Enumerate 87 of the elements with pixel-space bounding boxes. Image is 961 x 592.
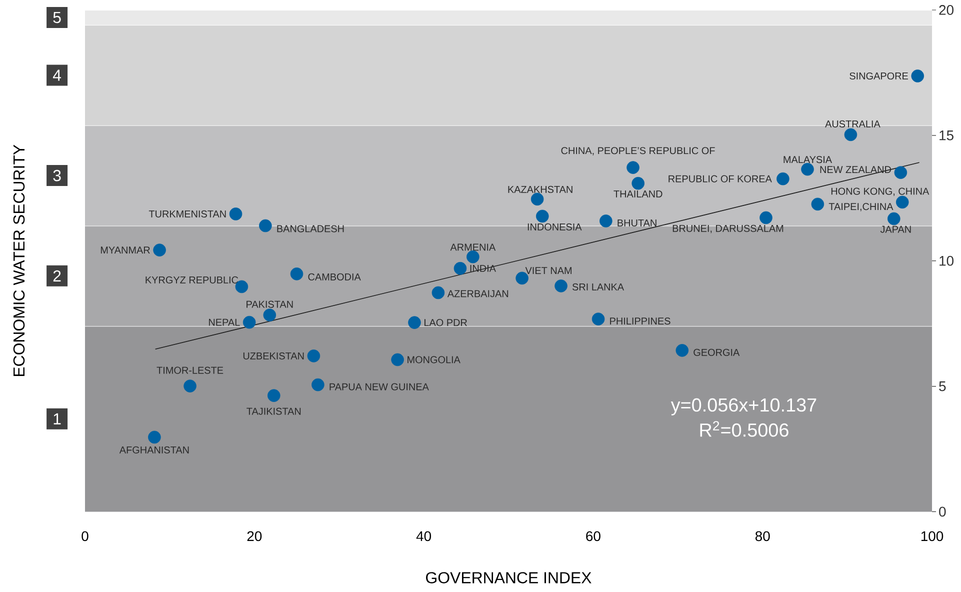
y-tick-label: 20	[939, 5, 954, 15]
point	[554, 280, 568, 292]
annotation: NEPAL	[209, 318, 240, 326]
annotation: R$^{2}$=0.5006	[700, 421, 788, 437]
point	[229, 208, 242, 220]
point	[290, 267, 304, 280]
point	[242, 316, 256, 329]
point	[454, 262, 467, 275]
y-tick-label: 15	[940, 130, 954, 140]
annotation: KYRGYZ REPUBLIC	[146, 276, 238, 284]
band-label: 2	[53, 270, 61, 282]
annotation: MALAYSIA	[784, 156, 832, 164]
x-tick-label: 60	[586, 531, 600, 542]
annotation: CAMBODIA	[308, 273, 361, 280]
annotation: HONG KONG, CHINA	[831, 188, 930, 196]
annotation: MYANMAR	[100, 246, 150, 254]
annotation: PAPUA NEW GUINEA	[330, 383, 429, 390]
annotation: LAO PDR	[424, 319, 467, 326]
x-tick-label: 100	[921, 531, 944, 542]
point	[391, 353, 404, 366]
point	[626, 161, 640, 174]
annotation: UZBEKISTAN	[243, 352, 304, 360]
point	[432, 286, 445, 300]
point	[911, 70, 924, 82]
point	[632, 176, 644, 190]
band-label: 3	[53, 170, 61, 182]
annotation: SRI LANKA	[572, 283, 624, 290]
point	[466, 250, 480, 264]
annotation: PHILIPPINES	[610, 318, 670, 325]
annotation: REPUBLIC OF KOREA	[668, 175, 772, 182]
annotation: AUSTRALIA	[825, 120, 880, 128]
annotation: VIET NAM	[525, 267, 572, 274]
y-axis-title: ECONOMIC WATER SECURITY	[13, 144, 25, 376]
annotation: ARMENIA	[450, 244, 496, 251]
annotation: CHINA, PEOPLE’S REPUBLIC OF	[561, 147, 715, 156]
x-tick-label: 20	[247, 531, 262, 542]
band-label: 5	[53, 12, 61, 24]
annotation: BHUTAN	[618, 219, 656, 226]
annotation: BANGLADESH	[277, 225, 344, 232]
point	[760, 211, 772, 224]
annotation: AFGHANISTAN	[119, 446, 189, 454]
x-axis-title: GOVERNANCE INDEX	[426, 572, 592, 584]
point	[600, 214, 612, 228]
annotation: BRUNEI, DARUSSALAM	[672, 224, 784, 234]
point	[530, 192, 544, 206]
annotation: TAJIKISTAN	[246, 408, 301, 415]
y-tick-label: 10	[940, 256, 954, 266]
point	[267, 389, 280, 402]
annotation: y=0.056x+10.137	[670, 398, 816, 416]
point	[259, 219, 272, 232]
annotation: MONGOLIA	[408, 356, 460, 364]
point	[184, 380, 196, 392]
point	[408, 316, 421, 329]
point	[676, 344, 689, 357]
point	[307, 350, 320, 362]
annotation: PAKISTAN	[246, 300, 293, 308]
point	[894, 166, 908, 179]
x-tick-label: 80	[755, 531, 770, 542]
point	[844, 128, 858, 142]
point	[887, 212, 900, 226]
point	[263, 308, 276, 322]
point	[153, 244, 166, 256]
point	[148, 430, 161, 444]
annotation: TIMOR-LESTE	[156, 366, 224, 374]
point	[592, 312, 605, 326]
annotation: THAILAND	[614, 190, 662, 198]
band-label: 1	[54, 413, 61, 424]
point	[312, 378, 324, 392]
annotation: NEW ZEALAND	[820, 166, 891, 173]
point	[896, 196, 909, 209]
point	[776, 172, 790, 186]
annotation: AZERBAIJAN	[447, 290, 508, 298]
annotation: GEORGIA	[694, 348, 740, 356]
point	[536, 210, 549, 223]
annotation: KAZAKHSTAN	[508, 186, 572, 193]
y-tick-label: 5	[939, 381, 946, 392]
point	[811, 198, 824, 211]
x-tick-label: 40	[416, 531, 432, 542]
annotation: JAPAN	[880, 226, 911, 233]
y-tick-label: 0	[939, 506, 946, 517]
x-tick-label: 0	[82, 531, 88, 542]
point	[801, 162, 814, 176]
annotation: INDONESIA	[528, 223, 582, 230]
annotation: TAIPEI,CHINA	[828, 203, 894, 212]
annotation: SINGAPORE	[850, 72, 908, 80]
band-label: 4	[52, 70, 62, 81]
annotation: TURKMENISTAN	[148, 210, 226, 218]
